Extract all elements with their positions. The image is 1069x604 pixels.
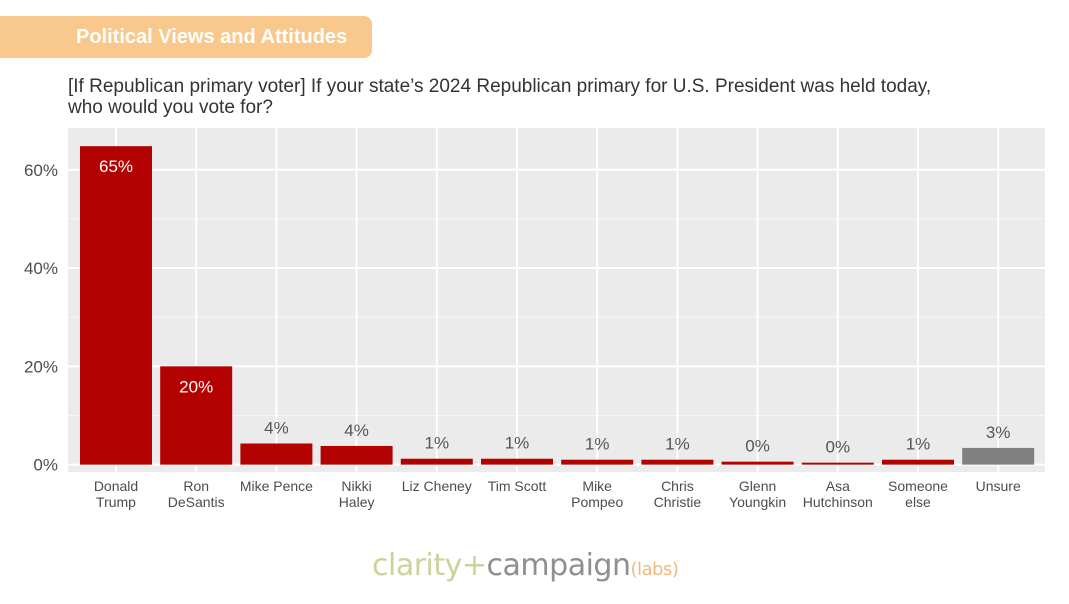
bar-value-label: 0% [745, 437, 770, 456]
question-text: [If Republican primary voter] If your st… [68, 76, 988, 118]
bar [962, 447, 1035, 465]
bar-value-label: 65% [99, 157, 133, 176]
bar [160, 366, 233, 465]
y-tick-label: 20% [24, 357, 58, 376]
bar-value-label: 0% [826, 438, 851, 457]
bar [721, 461, 794, 465]
clarity-campaign-labs-logo: clarity+campaign(labs) [372, 548, 679, 588]
x-tick-label: Someone [888, 478, 948, 494]
logo-word-campaign: campaign [486, 548, 631, 583]
question-line-1: [If Republican primary voter] If your st… [68, 76, 932, 97]
x-tick-label: Mike [582, 478, 612, 494]
x-tick-label: Haley [339, 494, 375, 510]
bar-value-label: 3% [986, 423, 1011, 442]
bar [240, 443, 313, 465]
bar [481, 458, 553, 465]
bar-value-label: 4% [344, 421, 369, 440]
x-tick-label: Nikki [341, 478, 371, 494]
bar [80, 146, 152, 465]
bar [882, 459, 954, 465]
x-tick-label: else [905, 494, 931, 510]
x-tick-label: Trump [96, 494, 136, 510]
x-tick-label: Ron [183, 478, 209, 494]
x-tick-label: Pompeo [571, 494, 623, 510]
bar [561, 459, 634, 465]
logo-plus: + [461, 548, 487, 583]
bar-value-label: 1% [906, 435, 931, 454]
x-tick-label: Donald [94, 478, 138, 494]
section-title: Political Views and Attitudes [76, 25, 348, 48]
x-tick-label: Chris [661, 478, 694, 494]
bar [801, 462, 874, 465]
x-tick-label: Mike Pence [240, 478, 313, 494]
bar-value-label: 20% [179, 377, 213, 396]
bar-value-label: 1% [585, 435, 610, 454]
x-tick-label: Asa [826, 478, 850, 494]
y-tick-label: 40% [24, 259, 58, 278]
x-tick-label: Liz Cheney [402, 478, 472, 494]
bar [320, 445, 393, 465]
question-line-2: who would you vote for? [68, 97, 273, 118]
y-tick-label: 60% [24, 161, 58, 180]
logo-word-labs: (labs) [630, 559, 679, 580]
section-tab: Political Views and Attitudes [0, 16, 372, 58]
logo-word-clarity: clarity [372, 548, 462, 583]
x-tick-label: Youngkin [729, 494, 786, 510]
bar-value-label: 1% [425, 434, 450, 453]
bar [400, 458, 473, 465]
bar-value-label: 1% [665, 435, 690, 454]
x-tick-label: Unsure [976, 478, 1021, 494]
bar-value-label: 1% [505, 434, 530, 453]
x-tick-label: DeSantis [168, 494, 225, 510]
y-tick-label: 0% [33, 456, 58, 475]
bar-value-label: 4% [264, 418, 289, 437]
x-tick-label: Glenn [739, 478, 776, 494]
x-tick-label: Tim Scott [488, 478, 547, 494]
bar [641, 459, 714, 465]
x-tick-label: Hutchinson [803, 494, 873, 510]
x-tick-label: Christie [654, 494, 702, 510]
